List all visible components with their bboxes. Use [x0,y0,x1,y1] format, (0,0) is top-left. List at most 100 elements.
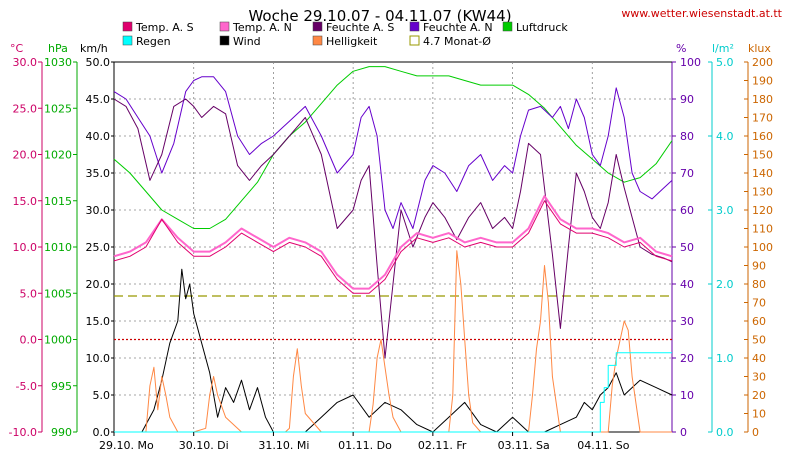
tick-label-lux: 70 [752,297,766,310]
tick-label-lux: 170 [752,112,773,125]
axis-units: °C hPa km/h% l/m² klux [10,42,771,55]
legend-label: Regen [136,35,171,48]
tick-label-lux: 150 [752,149,773,162]
tick-label-pressure: 1015 [44,195,72,208]
tick-label-temp: 25.0 [13,102,38,115]
tick-label-rain: 0.0 [716,426,734,439]
legend-swatch [409,21,420,32]
x-tick-label: 03.11. Sa [498,439,550,452]
tick-label-lux: 110 [752,223,773,236]
legend-swatch [502,21,513,32]
tick-label-wind: 15.0 [86,315,111,328]
tick-label-humidity: 0 [680,426,687,439]
tick-label-wind: 40.0 [86,130,111,143]
legend-swatch [219,35,230,46]
tick-label-humidity: 20 [680,352,694,365]
tick-label-lux: 60 [752,315,766,328]
series-line-regen [114,352,672,433]
grid [114,62,672,432]
series-line-feuchte-a-s [113,98,673,359]
tick-label-humidity: 10 [680,389,694,402]
tick-label-wind: 25.0 [86,241,111,254]
legend-label: 4.7 Monat-Ø [423,35,491,48]
tick-label-temp: -5.0 [16,380,37,393]
legend-label: Temp. A. N [232,21,292,34]
reference-lines [114,295,672,341]
x-tick-label: 02.11. Fr [418,439,467,452]
plot-area [113,66,673,433]
legend-label: Feuchte A. S [326,21,394,34]
legend-swatch [312,35,323,46]
tick-label-lux: 100 [752,241,773,254]
tick-label-humidity: 80 [680,130,694,143]
tick-label-temp: -10.0 [9,426,37,439]
tick-label-temp: 30.0 [13,56,38,69]
series-line-feuchte-a-n [113,76,673,229]
tick-label-lux: 30 [752,371,766,384]
tick-label-wind: 45.0 [86,93,111,106]
tick-label-lux: 180 [752,93,773,106]
tick-label-pressure: 1025 [44,102,72,115]
tick-label-temp: 5.0 [20,287,38,300]
tick-label-lux: 140 [752,167,773,180]
legend-label: Helligkeit [326,35,378,48]
tick-label-humidity: 40 [680,278,694,291]
tick-label-pressure: 1005 [44,287,72,300]
tick-label-lux: 160 [752,130,773,143]
tick-label-humidity: 50 [680,241,694,254]
legend-label: Feuchte A. N [423,21,493,34]
legend-label: Wind [233,35,261,48]
series-line-wind [114,268,673,433]
tick-label-lux: 80 [752,278,766,291]
chart-title: Woche 29.10.07 - 04.11.07 (KW44) [248,7,511,25]
tick-label-lux: 90 [752,260,766,273]
legend-swatch [219,21,230,32]
tick-label-pressure: 1000 [44,334,72,347]
tick-label-wind: 10.0 [86,352,111,365]
x-tick-label: 01.11. Do [338,439,392,452]
tick-label-pressure: 1020 [44,149,72,162]
tick-label-lux: 40 [752,352,766,365]
x-tick-label: 04.11. So [577,439,629,452]
tick-label-temp: 10.0 [13,241,38,254]
tick-label-wind: 0.0 [93,426,111,439]
tick-label-wind: 5.0 [93,389,111,402]
tick-label-humidity: 30 [680,315,694,328]
tick-label-lux: 0 [752,426,759,439]
unit-pressure: hPa [48,42,68,55]
tick-label-pressure: 1010 [44,241,72,254]
x-tick-label: 30.10. Di [179,439,229,452]
tick-label-lux: 20 [752,389,766,402]
watermark: www.wetter.wiesenstadt.at.tt [621,7,782,20]
legend-label: Temp. A. S [135,21,194,34]
tick-label-rain: 4.0 [716,130,734,143]
tick-label-pressure: 1030 [44,56,72,69]
tick-label-humidity: 70 [680,167,694,180]
tick-label-temp: 0.0 [20,334,38,347]
tick-label-wind: 20.0 [86,278,111,291]
x-tick-label: 31.10. Mi [258,439,309,452]
x-axis-labels: 29.10. Mo 30.10. Di 31.10. Mi 01.11. Do 02.1… [99,432,630,452]
unit-lux: klux [748,42,771,55]
tick-label-lux: 200 [752,56,773,69]
tick-label-humidity: 100 [680,56,701,69]
legend: Temp. A. S Temp. A. N Feuchte A. S Feuchte … [122,21,568,48]
legend-label: Luftdruck [516,21,568,34]
tick-label-lux: 190 [752,75,773,88]
series-line-helligkeit [114,250,672,433]
unit-wind: km/h [80,42,108,55]
tick-label-humidity: 90 [680,93,694,106]
series-line-luftdruck [113,66,673,229]
tick-label-rain: 5.0 [716,56,734,69]
legend-swatch [312,21,323,32]
legend-swatch [409,35,420,46]
legend-swatch [122,35,133,46]
tick-label-rain: 3.0 [716,204,734,217]
tick-label-lux: 120 [752,204,773,217]
series-line-temp-a-n [113,195,673,290]
legend-swatch [122,21,133,32]
axes: 30.025.020.015.010.05.00.0-5.0-10.010301… [9,56,773,439]
tick-label-pressure: 995 [51,380,72,393]
tick-label-rain: 1.0 [716,352,734,365]
